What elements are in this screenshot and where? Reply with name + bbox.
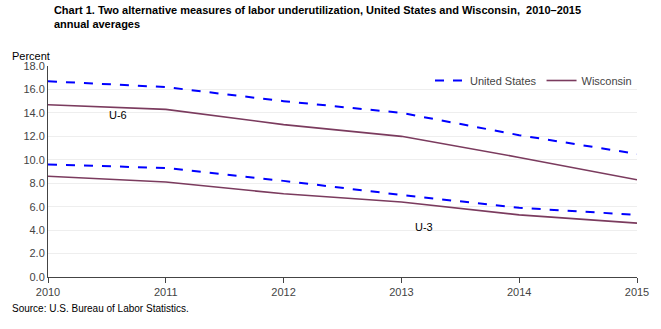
svg-text:2013: 2013 [389, 286, 413, 298]
svg-text:Wisconsin: Wisconsin [582, 75, 632, 87]
svg-text:U-3: U-3 [415, 221, 433, 233]
svg-text:Chart 1. Two alternative measu: Chart 1. Two alternative measures of lab… [54, 4, 581, 30]
svg-text:2015: 2015 [625, 286, 649, 298]
svg-text:12.0: 12.0 [23, 130, 44, 142]
svg-text:2011: 2011 [154, 286, 178, 298]
svg-text:2.0: 2.0 [30, 247, 45, 259]
svg-text:10.0: 10.0 [23, 154, 44, 166]
svg-text:2010: 2010 [36, 286, 60, 298]
svg-text:8.0: 8.0 [30, 177, 45, 189]
svg-text:0.0: 0.0 [30, 271, 45, 283]
svg-text:4.0: 4.0 [30, 224, 45, 236]
svg-text:2014: 2014 [507, 286, 531, 298]
svg-text:2012: 2012 [271, 286, 295, 298]
svg-text:18.0: 18.0 [23, 60, 44, 72]
svg-text:Source: U.S. Bureau of Labor S: Source: U.S. Bureau of Labor Statistics. [12, 303, 189, 314]
svg-text:6.0: 6.0 [30, 201, 45, 213]
svg-text:U-6: U-6 [109, 109, 127, 121]
svg-text:14.0: 14.0 [23, 107, 44, 119]
svg-text:16.0: 16.0 [23, 83, 44, 95]
svg-text:Percent: Percent [12, 50, 50, 62]
svg-text:United States: United States [470, 75, 537, 87]
